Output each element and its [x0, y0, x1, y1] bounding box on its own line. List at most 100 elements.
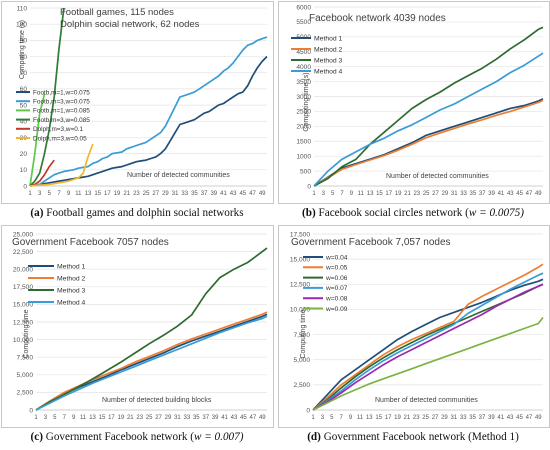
chart-d: 0 2,500 5,000 7,500 10,000 12,500 15,000 17,500…: [290, 231, 544, 421]
y-tick-label: 0: [307, 183, 311, 190]
x-tick-label: 5: [53, 415, 57, 421]
series-line-3: [35, 247, 268, 411]
x-tick-label: 31: [172, 191, 179, 197]
x-tick-label: 27: [432, 415, 439, 421]
chart-frame-d: 0 2,500 5,000 7,500 10,000 12,500 15,000 17,500…: [278, 225, 550, 428]
legend-label: Footb,m=1,w=0.075: [33, 89, 90, 96]
y-tick-label: 20: [20, 151, 28, 158]
x-tick-label: 3: [321, 415, 325, 421]
y-tick-label: 500: [300, 168, 311, 175]
y-tick-label: 10,000: [13, 337, 34, 344]
series-line-6: [312, 316, 544, 411]
y-tick-label: 4000: [296, 64, 311, 71]
x-tick-label: 23: [413, 191, 420, 197]
x-tick-label: 1: [28, 191, 32, 197]
x-tick-label: 11: [80, 415, 87, 421]
series-line-4: [29, 7, 65, 187]
x-tick-label: 21: [404, 415, 411, 421]
x-tick-label: 9: [349, 415, 353, 421]
x-tick-label: 25: [422, 415, 429, 421]
x-tick-label: 13: [366, 415, 373, 421]
series-line-5: [29, 159, 55, 187]
x-tick-label: 47: [526, 191, 533, 197]
legend-label: w=0.05: [325, 265, 348, 272]
x-tick-label: 35: [469, 415, 476, 421]
x-tick-label: 39: [212, 415, 219, 421]
legend-label: Method 2: [57, 275, 86, 282]
y-tick-label: 3000: [296, 94, 311, 101]
y-axis-label: Computing time (s): [303, 72, 310, 131]
chart-frame-a: 0102030405060708090100110135791113151719…: [1, 1, 274, 204]
x-tick-label: 15: [375, 415, 382, 421]
x-tick-label: 5: [330, 415, 334, 421]
series-line-3: [313, 26, 544, 187]
chart-title: Dolphin social network, 62 nodes: [60, 19, 200, 30]
caption-param-c: w = 0.007): [193, 431, 244, 443]
legend-label: Dolph,m=3,w=0.05: [33, 135, 87, 142]
legend-label: Footb,m=3,w=0.085: [33, 117, 90, 124]
y-tick-label: 3500: [296, 79, 311, 86]
x-tick-label: 31: [451, 191, 458, 197]
y-tick-label: 110: [16, 5, 27, 12]
legend-label: w=0.07: [325, 285, 348, 292]
y-axis-label: Computing time (s): [19, 20, 26, 79]
y-tick-label: 100: [16, 21, 27, 28]
caption-tag-d: (d): [307, 431, 321, 443]
y-tick-label: 2000: [296, 124, 311, 131]
x-tick-label: 35: [193, 415, 200, 421]
x-tick-label: 1: [34, 415, 38, 421]
y-tick-label: 5500: [296, 19, 311, 26]
x-axis-label: Number of detected communities: [127, 172, 230, 179]
x-tick-label: 9: [350, 191, 354, 197]
x-tick-label: 9: [67, 191, 71, 197]
series-line-4: [35, 315, 268, 411]
y-tick-label: 17,500: [13, 284, 34, 291]
chart-a: 0102030405060708090100110135791113151719…: [16, 5, 268, 197]
y-tick-label: 5,000: [293, 357, 310, 364]
caption-a: (a) Football games and dolphin social ne…: [0, 207, 274, 219]
x-tick-label: 45: [240, 415, 247, 421]
x-tick-label: 7: [340, 191, 344, 197]
y-tick-label: 20,000: [13, 267, 34, 274]
legend-label: w=0.04: [325, 254, 348, 261]
y-tick-label: 90: [20, 38, 28, 45]
x-tick-label: 35: [191, 191, 198, 197]
legend-label: Method 4: [57, 299, 86, 306]
y-tick-label: 60: [20, 86, 28, 93]
x-tick-label: 17: [104, 191, 111, 197]
x-tick-label: 43: [230, 191, 237, 197]
caption-tag-c: (c): [30, 431, 43, 443]
x-tick-label: 13: [85, 191, 92, 197]
y-axis-label: Computing time: [23, 309, 30, 358]
x-tick-label: 33: [460, 415, 467, 421]
caption-b: (b) Facebook social circles network (w =…: [276, 207, 550, 219]
x-tick-label: 11: [75, 191, 82, 197]
x-tick-label: 11: [357, 415, 364, 421]
legend-label: Method 3: [314, 57, 343, 64]
legend-label: Footb,m=1,w=0.085: [33, 108, 90, 115]
caption-d: (d) Government Facebook network (Method …: [276, 431, 550, 443]
x-tick-label: 43: [507, 415, 514, 421]
y-tick-label: 2,500: [16, 390, 33, 397]
x-tick-label: 23: [136, 415, 143, 421]
caption-c: (c) Government Facebook network (w = 0.0…: [0, 431, 274, 443]
x-tick-label: 49: [259, 415, 266, 421]
x-tick-label: 21: [123, 191, 130, 197]
y-tick-label: 6000: [296, 4, 311, 11]
x-tick-label: 39: [488, 191, 495, 197]
y-tick-label: 15,000: [13, 302, 34, 309]
x-tick-label: 45: [516, 191, 523, 197]
x-axis-label: Number of detected communities: [386, 173, 489, 180]
x-tick-label: 43: [507, 191, 514, 197]
x-tick-label: 15: [376, 191, 383, 197]
x-tick-label: 23: [413, 415, 420, 421]
x-tick-label: 37: [479, 415, 486, 421]
x-tick-label: 7: [339, 415, 343, 421]
chart-frame-c: 0 2,500 5,000 7,500 10,000 12,500 15,000 17,500…: [1, 225, 274, 428]
x-tick-label: 7: [57, 191, 61, 197]
caption-text-b: Facebook social circles network (: [318, 207, 469, 219]
x-tick-label: 19: [118, 415, 125, 421]
y-tick-label: 4500: [296, 49, 311, 56]
y-tick-label: 10,000: [290, 307, 311, 314]
legend-label: Method 1: [57, 263, 86, 270]
